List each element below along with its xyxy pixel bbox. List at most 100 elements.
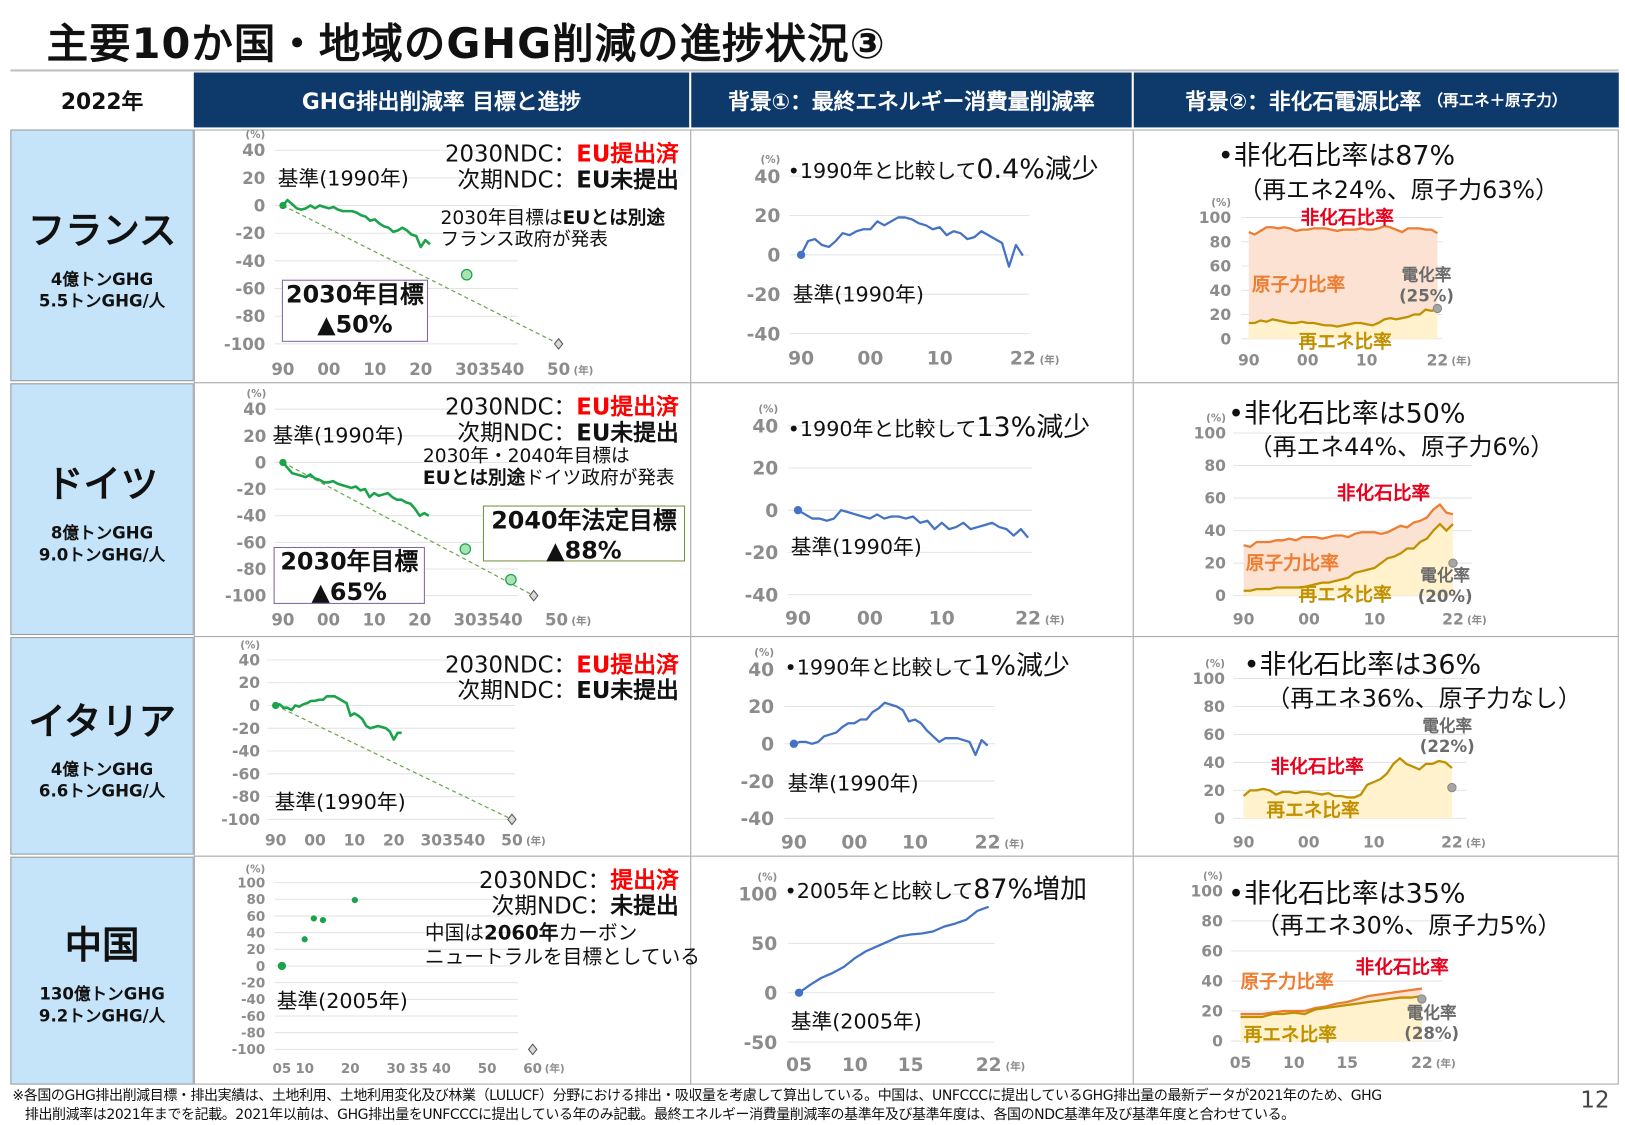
y-unit-label: (%) (240, 639, 260, 651)
x-tick-label: 35 (409, 1062, 428, 1077)
x-tick-label: 303540 (420, 831, 485, 849)
x-unit-label: (年) (1004, 837, 1024, 850)
electrification-point (1447, 782, 1457, 793)
chart-10: 100 50 0 -50 (%) 05 10 15 22 (年) (738, 872, 1025, 1076)
emissions-point (277, 961, 287, 971)
neutrality-diamond (527, 1043, 538, 1056)
emissions-line (275, 695, 402, 741)
country-per-capita: 6.6トンGHG/人 (38, 781, 166, 801)
x-tick-label: 00 (841, 832, 867, 853)
y-tick-label: 20 (238, 674, 260, 692)
header-power-sub: （再エネ＋原子力） (1427, 91, 1568, 110)
y-tick-label: 0 (1214, 810, 1225, 828)
ndc-status: EU提出済 (576, 652, 679, 679)
y-tick-label: 40 (1203, 754, 1225, 772)
target-label: 2030年目標 (286, 281, 424, 309)
baseline-label: 基準(1990年) (277, 165, 409, 191)
emissions-line (281, 198, 431, 249)
y-tick-label: 20 (1201, 1003, 1223, 1021)
energy-headline: •1990年と比較して13%減少 (788, 406, 1091, 444)
ndc-status: EU未提出 (576, 167, 679, 194)
x-tick-label: 303540 (455, 360, 524, 379)
power-subline: （再エネ30%、原子力5%） (1256, 912, 1562, 940)
x-tick-label: 90 (788, 349, 814, 370)
renewables-area (1240, 996, 1422, 1042)
baseline-point (279, 458, 287, 467)
ghg-panel-france (193, 129, 692, 384)
target-value: ▲65% (311, 579, 387, 607)
energy-headline: •2005年と比較して87%増加 (785, 868, 1088, 906)
y-tick-label: 20 (754, 206, 780, 227)
x-tick-label: 10 (295, 1062, 314, 1077)
y-tick-label: 80 (247, 893, 266, 908)
country-cell-germany: ドイツ 8億トンGHG 9.0トンGHG/人 (10, 383, 194, 636)
y-tick-label: -60 (241, 1010, 265, 1025)
energy-line (798, 905, 990, 994)
header-year: 2022年 (60, 88, 144, 114)
y-tick-label: 100 (738, 885, 777, 906)
x-tick-label: 00 (857, 609, 883, 630)
y-tick-label: -100 (225, 587, 266, 606)
page-title: 主要10か国・地域のGHG削減の進捗状況③ (46, 20, 886, 69)
y-tick-label: 20 (1203, 782, 1225, 800)
y-tick-label: -40 (745, 585, 779, 606)
header-power: 背景②：非化石電源比率 （再エネ＋原子力） (1133, 72, 1619, 128)
x-tick-label: 20 (383, 831, 405, 849)
y-tick-label: 40 (1201, 973, 1223, 991)
y-tick-label: -20 (241, 977, 265, 992)
x-tick-label: 05 (273, 1062, 292, 1077)
y-tick-label: 20 (242, 169, 265, 188)
x-tick-label: 10 (344, 831, 366, 849)
power-panel-italy (1132, 636, 1619, 857)
target-point (459, 543, 472, 555)
country-per-capita: 5.5トンGHG/人 (38, 291, 166, 311)
x-tick-label: 10 (927, 349, 953, 370)
y-tick-label: 0 (256, 960, 265, 975)
x-tick-label: 10 (1283, 1054, 1305, 1072)
header-ghg: GHG排出削減率 目標と進捗 (193, 72, 690, 128)
x-unit-label: (年) (1045, 614, 1065, 627)
headline-prefix: •1990年と比較して (787, 416, 977, 442)
ndc-status: EU未提出 (576, 420, 679, 447)
x-tick-label: 10 (842, 1055, 868, 1076)
x-tick-label: 22 (1411, 1054, 1433, 1072)
x-tick-label: 00 (1298, 611, 1320, 629)
y-tick-label: 0 (1215, 587, 1226, 605)
country-name: フランス (27, 210, 177, 253)
x-unit-label: (年) (1040, 354, 1060, 367)
nuclear-label: 原子力比率 (1240, 971, 1334, 994)
y-tick-label: 0 (1220, 330, 1231, 348)
y-tick-label: -20 (235, 224, 265, 243)
note-emphasis: 2060年 (483, 921, 559, 945)
y-tick-label: 0 (254, 197, 266, 216)
reduction-pathway-line (282, 461, 535, 597)
renewables-line (1240, 994, 1423, 1019)
y-tick-label: -100 (224, 335, 265, 354)
y-tick-label: 0 (255, 453, 267, 472)
y-tick-label: 80 (1204, 457, 1226, 475)
electrification-value: (25%) (1399, 285, 1454, 306)
y-tick-label: 20 (1204, 555, 1226, 573)
target-point (460, 268, 473, 281)
header-power-title: 背景②：非化石電源比率 (1185, 88, 1422, 114)
y-tick-label: 0 (767, 246, 780, 267)
x-tick-label: 90 (265, 831, 287, 849)
nonfossil-area (1248, 226, 1438, 339)
renewables-label: 再エネ比率 (1298, 584, 1392, 607)
y-tick-label: 40 (242, 141, 265, 160)
emissions-point (310, 915, 317, 922)
note-text: カーボン (558, 921, 638, 945)
y-tick-label: 80 (1210, 233, 1232, 251)
baseline-label: 基準(2005年) (276, 988, 408, 1014)
energy-panel-italy (690, 636, 1134, 857)
y-tick-label: 40 (1204, 522, 1226, 540)
nonfossil-line (1248, 224, 1439, 236)
power-headline: •非化石比率は35% (1228, 878, 1466, 910)
target-label: 2030年目標 (280, 549, 419, 576)
y-tick-label: -20 (745, 543, 779, 564)
y-tick-label: 20 (247, 943, 266, 958)
y-tick-label: -40 (236, 507, 266, 526)
baseline-point (793, 506, 803, 515)
y-tick-label: 0 (1212, 1033, 1223, 1051)
